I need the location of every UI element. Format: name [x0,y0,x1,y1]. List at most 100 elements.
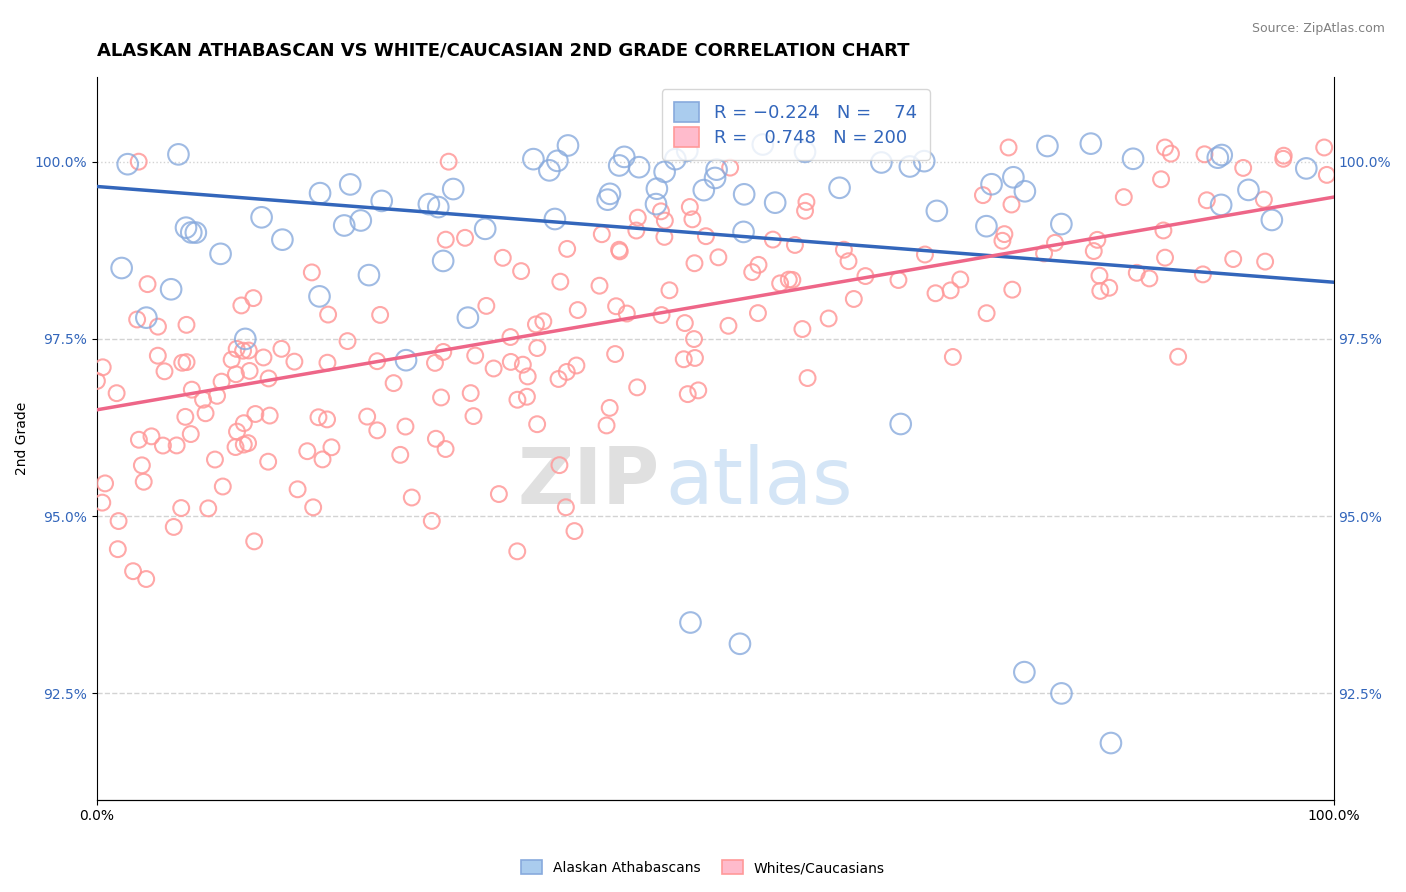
Point [550,275,572,289]
Point [1088,268,1111,283]
Point [683,256,706,270]
Point [297,444,319,458]
Point [475,299,498,313]
Point [174,220,197,235]
Point [524,318,547,332]
Point [225,440,247,454]
Point [176,318,198,332]
Point [796,194,818,209]
Point [131,458,153,473]
Point [457,310,479,325]
Point [167,147,190,161]
Point [482,361,505,376]
Text: atlas: atlas [666,443,853,519]
Point [681,212,703,227]
Point [794,203,817,218]
Point [127,312,149,326]
Point [184,226,207,240]
Point [302,500,325,515]
Point [555,365,578,379]
Point [628,160,651,174]
Point [389,448,412,462]
Point [204,452,226,467]
Point [683,351,706,365]
Point [336,334,359,348]
Point [1002,170,1025,185]
Point [1152,223,1174,237]
Point [107,542,129,557]
Point [693,183,716,197]
Point [546,153,568,168]
Point [239,364,262,378]
Point [762,233,785,247]
Point [1254,254,1277,268]
Point [547,372,569,386]
Point [794,145,817,159]
Point [1112,190,1135,204]
Point [492,251,515,265]
Point [1014,665,1036,680]
Point [605,299,627,313]
Point [976,219,998,234]
Point [1090,284,1112,298]
Point [441,182,464,196]
Point [1122,152,1144,166]
Point [728,637,751,651]
Point [105,386,128,401]
Point [370,194,392,208]
Point [1083,244,1105,258]
Point [259,409,281,423]
Point [146,349,169,363]
Point [430,391,453,405]
Point [591,227,613,242]
Point [627,211,650,225]
Point [427,200,450,214]
Point [1126,266,1149,280]
Point [782,273,804,287]
Point [842,292,865,306]
Point [460,386,482,401]
Point [233,332,256,346]
Point [135,310,157,325]
Point [914,247,936,261]
Point [1033,246,1056,260]
Text: ZIP: ZIP [517,443,659,519]
Point [180,226,202,240]
Point [1043,235,1066,250]
Point [564,524,586,538]
Point [382,376,405,391]
Point [1192,268,1215,282]
Point [1232,161,1254,175]
Point [308,289,330,303]
Point [616,306,638,320]
Point [366,354,388,368]
Point [1098,281,1121,295]
Point [172,356,194,370]
Point [554,500,576,515]
Point [972,188,994,202]
Point [1014,184,1036,198]
Point [136,277,159,292]
Point [287,483,309,497]
Point [555,242,578,256]
Point [111,260,134,275]
Point [837,254,859,268]
Point [924,286,946,301]
Y-axis label: 2nd Grade: 2nd Grade [15,401,30,475]
Point [506,392,529,407]
Point [565,359,588,373]
Point [939,284,962,298]
Point [152,438,174,452]
Point [991,234,1014,248]
Point [747,258,769,272]
Point [350,213,373,227]
Point [679,200,702,214]
Point [763,195,786,210]
Point [645,197,668,211]
Point [980,178,1002,192]
Point [599,186,621,201]
Point [607,158,630,172]
Point [243,534,266,549]
Point [596,193,619,207]
Point [1000,197,1022,211]
